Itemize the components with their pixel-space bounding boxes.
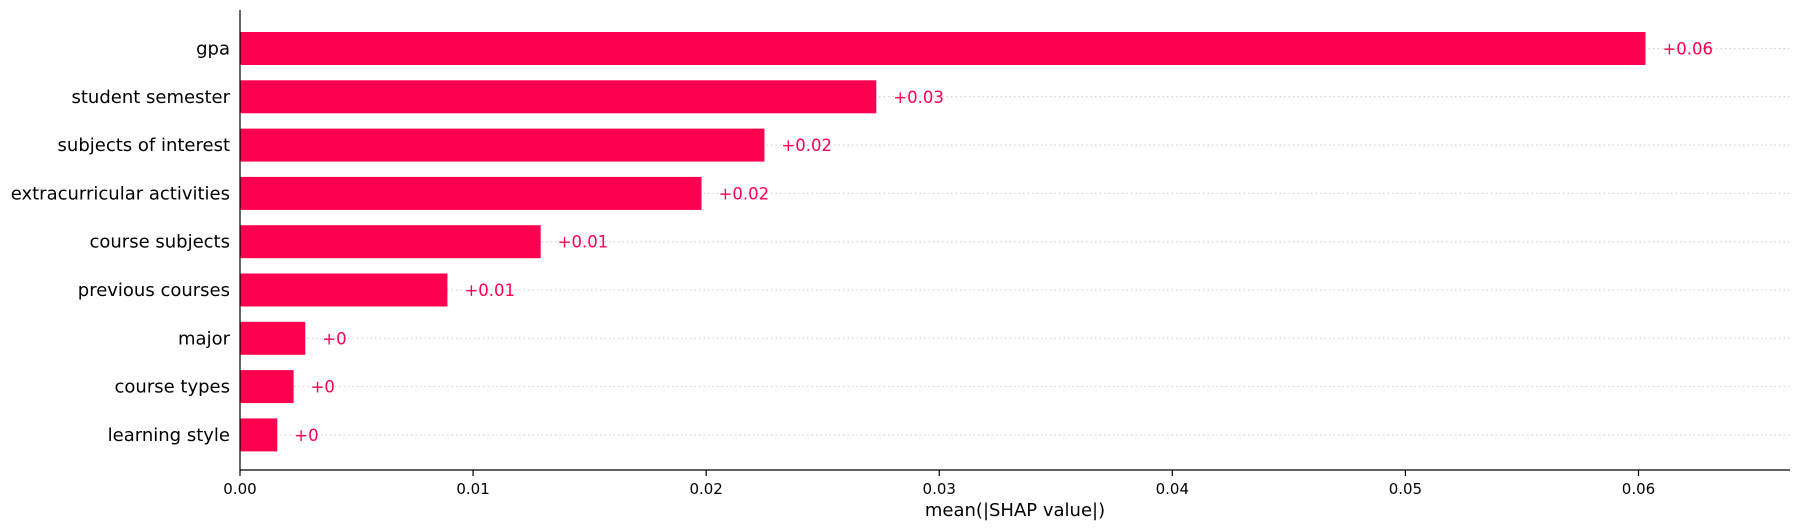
- value-label: +0.03: [893, 88, 944, 107]
- value-label: +0: [322, 329, 346, 348]
- x-tick-label: 0.00: [223, 480, 256, 498]
- x-axis-title: mean(|SHAP value|): [925, 500, 1105, 521]
- x-tick-label: 0.04: [1156, 480, 1189, 498]
- bar: [240, 32, 1646, 65]
- value-label: +0: [311, 378, 335, 397]
- value-label: +0.01: [464, 281, 515, 300]
- bar: [240, 128, 765, 162]
- bar: [240, 370, 294, 404]
- bars: [240, 32, 1646, 452]
- bar: [240, 225, 541, 259]
- value-label: +0.01: [558, 233, 609, 252]
- bar: [240, 418, 278, 452]
- value-label: +0.02: [781, 136, 832, 155]
- bar: [240, 176, 702, 210]
- category-label: learning style: [108, 425, 230, 446]
- axes: [239, 10, 1790, 471]
- category-label: subjects of interest: [58, 135, 230, 156]
- x-tick-label: 0.06: [1622, 480, 1655, 498]
- category-labels: gpa student semester subjects of interest e…: [11, 39, 231, 446]
- x-tick-label: 0.02: [689, 480, 722, 498]
- category-label: extracurricular activities: [11, 183, 230, 204]
- value-label: +0.02: [719, 184, 770, 203]
- x-ticks: 0.00 0.01 0.02 0.03 0.04 0.05 0.06: [223, 470, 1655, 498]
- category-label: course subjects: [89, 232, 230, 253]
- bar: [240, 80, 877, 114]
- gridlines: [240, 48, 1790, 436]
- value-label: +0.06: [1662, 40, 1713, 59]
- category-label: student semester: [71, 87, 230, 108]
- bar: [240, 321, 306, 355]
- x-tick-label: 0.05: [1389, 480, 1422, 498]
- value-labels: +0.06 +0.03 +0.02 +0.02 +0.01 +0.01 +0 +0 +0: [294, 40, 1713, 445]
- value-label: +0: [294, 426, 318, 445]
- x-tick-label: 0.03: [923, 480, 956, 498]
- category-label: previous courses: [78, 280, 230, 301]
- category-label: course types: [115, 377, 230, 398]
- bar: [240, 273, 448, 307]
- category-label: major: [178, 328, 231, 349]
- x-tick-label: 0.01: [456, 480, 489, 498]
- category-label: gpa: [196, 39, 230, 60]
